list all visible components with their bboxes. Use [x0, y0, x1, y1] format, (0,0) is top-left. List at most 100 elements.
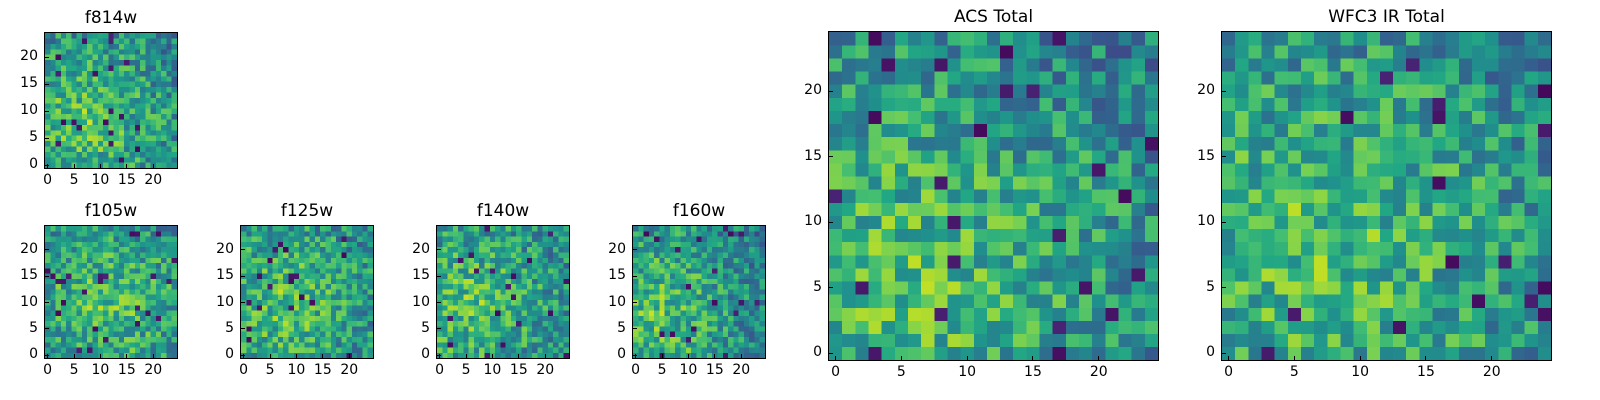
heatmap-cell — [654, 247, 660, 253]
heatmap-cell — [1052, 228, 1067, 243]
heatmap-cell — [691, 310, 697, 316]
heatmap-cell — [516, 299, 522, 306]
heatmap-cell — [45, 130, 51, 136]
heatmap-cell — [118, 38, 125, 44]
heatmap-cell — [447, 342, 453, 348]
heatmap-cell — [907, 71, 922, 85]
heatmap-cell — [103, 81, 109, 88]
heatmap-cell — [362, 284, 368, 290]
heatmap-cell — [346, 241, 352, 248]
heatmap-cell — [842, 228, 856, 243]
heatmap-cell — [1144, 58, 1158, 72]
heatmap-cell — [362, 236, 368, 242]
heatmap-cell — [749, 247, 755, 253]
heatmap-cell — [241, 331, 247, 337]
heatmap-cell — [251, 310, 257, 316]
heatmap-cell — [330, 331, 337, 337]
heatmap-cell — [108, 65, 114, 71]
heatmap-cell — [140, 342, 146, 348]
heatmap-cell — [468, 236, 475, 242]
heatmap-cell — [140, 157, 146, 163]
heatmap-cell — [320, 294, 326, 301]
heatmap-cell — [262, 257, 268, 264]
heatmap-cell — [921, 228, 935, 243]
heatmap-cell — [743, 226, 750, 232]
heatmap-cell — [759, 278, 765, 285]
heatmap-cell — [733, 262, 739, 269]
heatmap-cell — [155, 336, 162, 343]
heatmap-cell — [50, 65, 56, 71]
heatmap-cell — [542, 342, 548, 348]
heatmap-cell — [1314, 241, 1328, 256]
heatmap-cell — [277, 289, 284, 295]
heatmap-cell — [685, 278, 692, 285]
heatmap-cell — [118, 310, 125, 316]
heatmap-cell — [45, 315, 51, 322]
heatmap-cell — [1131, 241, 1146, 256]
heatmap-cell — [558, 310, 564, 316]
heatmap-cell — [712, 331, 718, 337]
heatmap-cell — [362, 326, 368, 332]
heatmap-cell — [743, 310, 750, 316]
heatmap-cell — [558, 226, 564, 232]
heatmap-cell — [161, 236, 167, 242]
heatmap-cell — [547, 347, 554, 353]
heatmap-cell — [484, 284, 490, 290]
heatmap-cell — [696, 268, 702, 274]
heatmap-cell — [516, 310, 522, 316]
heatmap-cell — [161, 294, 167, 301]
heatmap-cell — [696, 273, 702, 279]
heatmap-cell — [118, 97, 125, 104]
x-tick-label: 10 — [679, 362, 698, 378]
heatmap-cell — [516, 257, 522, 264]
heatmap-cell — [1366, 84, 1381, 98]
heatmap-cell — [537, 336, 543, 343]
heatmap-cell — [1222, 333, 1236, 348]
heatmap-cell — [145, 326, 151, 332]
heatmap-cell — [92, 76, 98, 82]
y-tick-mark — [1222, 352, 1226, 354]
heatmap-cell — [680, 226, 686, 232]
heatmap-cell — [664, 262, 671, 269]
heatmap-cell — [1026, 123, 1040, 138]
heatmap-cell — [664, 252, 671, 258]
heatmap-cell — [537, 268, 543, 274]
heatmap-cell — [92, 231, 98, 237]
heatmap-cell — [92, 103, 98, 109]
heatmap-cell — [1235, 176, 1249, 190]
y-tick-label: 0 — [617, 346, 626, 363]
heatmap-cell — [1340, 202, 1354, 216]
heatmap-cell — [129, 60, 135, 66]
heatmap-cell — [558, 247, 564, 253]
heatmap-cell — [638, 352, 644, 358]
heatmap-cell — [1092, 281, 1106, 295]
heatmap-cell — [166, 331, 172, 337]
x-tick-mark — [740, 354, 742, 358]
heatmap-cell — [537, 278, 543, 285]
heatmap-cell — [161, 247, 167, 253]
heatmap-cell — [166, 151, 172, 158]
heatmap-cell — [960, 202, 975, 216]
heatmap-cell — [140, 294, 146, 301]
heatmap-cell — [749, 278, 755, 285]
heatmap-cell — [728, 247, 734, 253]
heatmap-cell — [1105, 136, 1119, 151]
heatmap-cell — [1379, 163, 1394, 177]
heatmap-cell — [97, 268, 104, 274]
heatmap-cell — [1261, 202, 1275, 216]
heatmap-cell — [691, 284, 697, 290]
y-tick-mark — [437, 328, 441, 330]
heatmap-cell — [1079, 84, 1093, 98]
heatmap-cell — [1248, 45, 1262, 59]
heatmap-cell — [87, 151, 93, 158]
heatmap-cell — [283, 305, 289, 311]
heatmap-cell — [728, 305, 734, 311]
heatmap-cell — [463, 231, 469, 237]
heatmap-cell — [171, 97, 177, 104]
heatmap-cell — [1131, 97, 1146, 111]
heatmap-cell — [1000, 294, 1014, 308]
heatmap-cell — [161, 321, 167, 327]
heatmap-cell — [1065, 163, 1080, 177]
heatmap-cell — [960, 32, 975, 46]
heatmap-cell — [367, 326, 373, 332]
